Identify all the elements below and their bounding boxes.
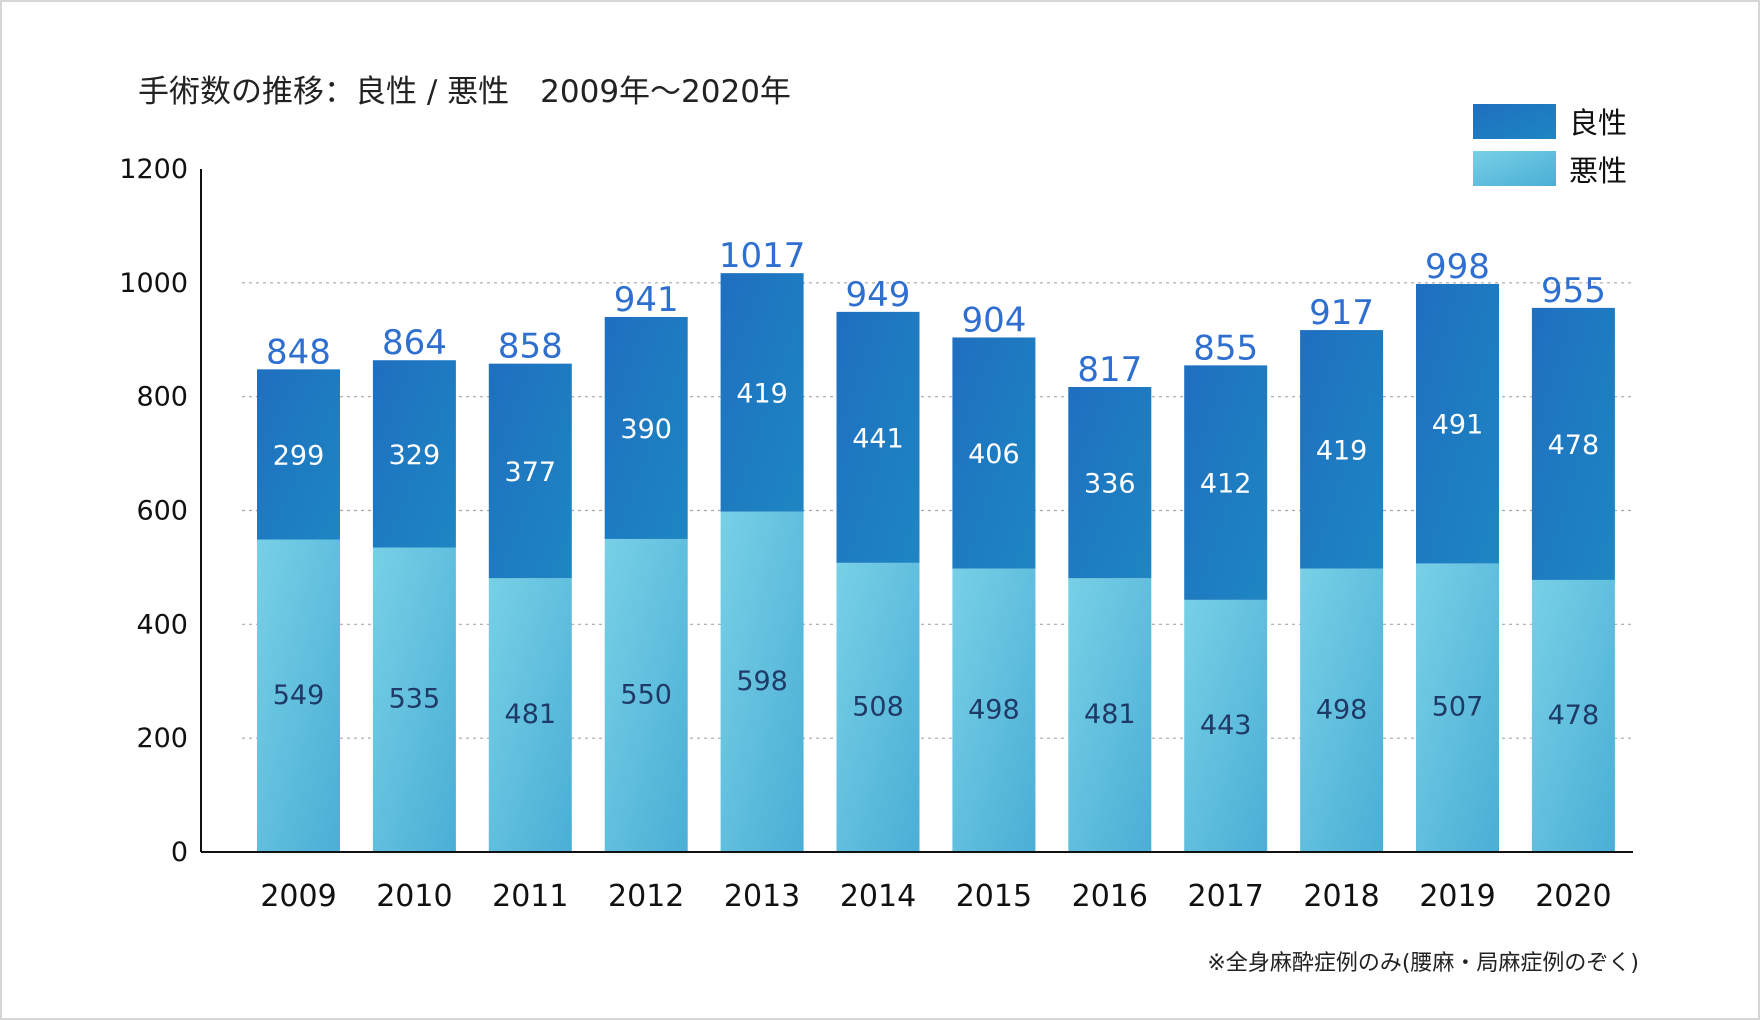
data-label-malignant: 481	[505, 699, 557, 730]
x-tick-label: 2009	[260, 879, 336, 914]
bar-labels: 299 549 848 329 535 864 377 481 858 390 550 941 419 5…	[266, 236, 1606, 741]
chart-title: 手術数の推移：良性 / 悪性 2009年〜2020年	[138, 74, 791, 110]
bar-malignant-2017	[1184, 599, 1268, 852]
x-tick-label: 2014	[840, 879, 916, 914]
y-tick-label: 800	[136, 382, 188, 413]
data-label-malignant: 549	[273, 680, 325, 711]
bar-malignant-2014	[836, 562, 920, 852]
bar-benign-2010	[372, 360, 456, 548]
data-label-benign: 390	[620, 414, 672, 445]
bar-malignant-2015	[952, 568, 1036, 852]
bar-malignant-2012	[604, 538, 688, 852]
bar-benign-2014	[836, 311, 920, 563]
y-tick-label: 0	[171, 837, 188, 868]
legend-label-benign: 良性	[1569, 106, 1627, 140]
data-label-total: 1017	[719, 236, 806, 276]
legend-swatch-benign	[1473, 104, 1556, 139]
data-label-benign: 336	[1084, 469, 1136, 500]
data-label-benign: 299	[273, 440, 325, 471]
bar-malignant-2011	[488, 578, 572, 852]
footnote: ※全身麻酔症例のみ(腰麻・局麻症例のぞく)	[1207, 951, 1639, 976]
data-label-total: 817	[1077, 350, 1142, 390]
x-tick-label: 2010	[376, 879, 452, 914]
bar-benign-2013	[720, 273, 804, 512]
x-tick-label: 2018	[1303, 879, 1379, 914]
y-tick-label: 600	[136, 496, 188, 527]
data-label-total: 949	[846, 275, 911, 315]
y-tick-label: 1200	[119, 154, 188, 185]
bar-malignant-2018	[1300, 568, 1384, 852]
x-tick-label: 2016	[1072, 879, 1148, 914]
data-label-malignant: 598	[736, 666, 788, 697]
bar-benign-2012	[604, 316, 688, 539]
data-label-total: 848	[266, 332, 331, 372]
data-label-total: 917	[1309, 293, 1374, 333]
bar-malignant-2013	[720, 511, 804, 852]
bar-benign-2018	[1300, 330, 1384, 569]
x-tick-label: 2020	[1535, 879, 1611, 914]
bar-benign-2011	[488, 363, 572, 579]
data-label-malignant: 478	[1548, 700, 1600, 731]
bars	[257, 273, 1615, 852]
data-label-benign: 419	[1316, 435, 1368, 466]
bar-benign-2009	[257, 369, 340, 540]
data-label-benign: 441	[852, 423, 904, 454]
bar-benign-2016	[1068, 386, 1152, 579]
data-label-benign: 491	[1432, 410, 1484, 441]
data-label-malignant: 535	[389, 684, 441, 715]
data-label-malignant: 498	[1316, 694, 1368, 725]
data-label-total: 864	[382, 323, 447, 363]
bar-benign-2020	[1531, 307, 1615, 580]
legend-swatch-malignant	[1473, 151, 1556, 186]
y-axis-ticks: 0 200 400 600 800 1000 1200	[119, 154, 188, 868]
gridlines	[242, 282, 1633, 739]
data-label-total: 855	[1193, 328, 1258, 368]
data-label-malignant: 443	[1200, 710, 1252, 741]
x-tick-label: 2013	[724, 879, 800, 914]
data-label-benign: 406	[968, 439, 1020, 470]
bar-malignant-2019	[1416, 563, 1499, 852]
x-tick-label: 2011	[492, 879, 568, 914]
x-tick-label: 2012	[608, 879, 684, 914]
y-tick-label: 400	[136, 609, 188, 640]
data-label-malignant: 508	[852, 691, 904, 722]
x-tick-label: 2015	[956, 879, 1032, 914]
data-label-benign: 412	[1200, 469, 1252, 500]
data-label-total: 858	[498, 327, 563, 367]
data-label-total: 998	[1425, 247, 1490, 287]
data-label-malignant: 498	[968, 694, 1020, 725]
data-label-total: 941	[614, 280, 679, 320]
legend-label-malignant: 悪性	[1569, 154, 1627, 188]
bar-malignant-2009	[257, 539, 340, 852]
data-label-total: 955	[1541, 271, 1606, 311]
bar-malignant-2010	[372, 547, 456, 852]
bar-benign-2019	[1416, 283, 1499, 564]
legend: 良性 悪性	[1473, 104, 1627, 188]
data-label-benign: 329	[389, 440, 441, 471]
data-label-benign: 478	[1548, 430, 1600, 461]
data-label-benign: 377	[505, 457, 557, 488]
bar-malignant-2020	[1531, 579, 1615, 852]
data-label-malignant: 507	[1432, 692, 1484, 723]
y-tick-label: 1000	[119, 268, 188, 299]
y-tick-label: 200	[136, 723, 188, 754]
bar-benign-2015	[952, 337, 1036, 569]
x-tick-label: 2017	[1188, 879, 1264, 914]
data-label-benign: 419	[736, 378, 788, 409]
data-label-malignant: 481	[1084, 699, 1136, 730]
x-tick-label: 2019	[1419, 879, 1495, 914]
bar-malignant-2016	[1068, 578, 1152, 852]
data-label-total: 904	[961, 300, 1026, 340]
data-label-malignant: 550	[620, 679, 672, 710]
bar-benign-2017	[1184, 365, 1268, 600]
x-axis-ticks: 2009 2010 2011 2012 2013 2014 2015 2016 2017 2018…	[260, 879, 1611, 914]
